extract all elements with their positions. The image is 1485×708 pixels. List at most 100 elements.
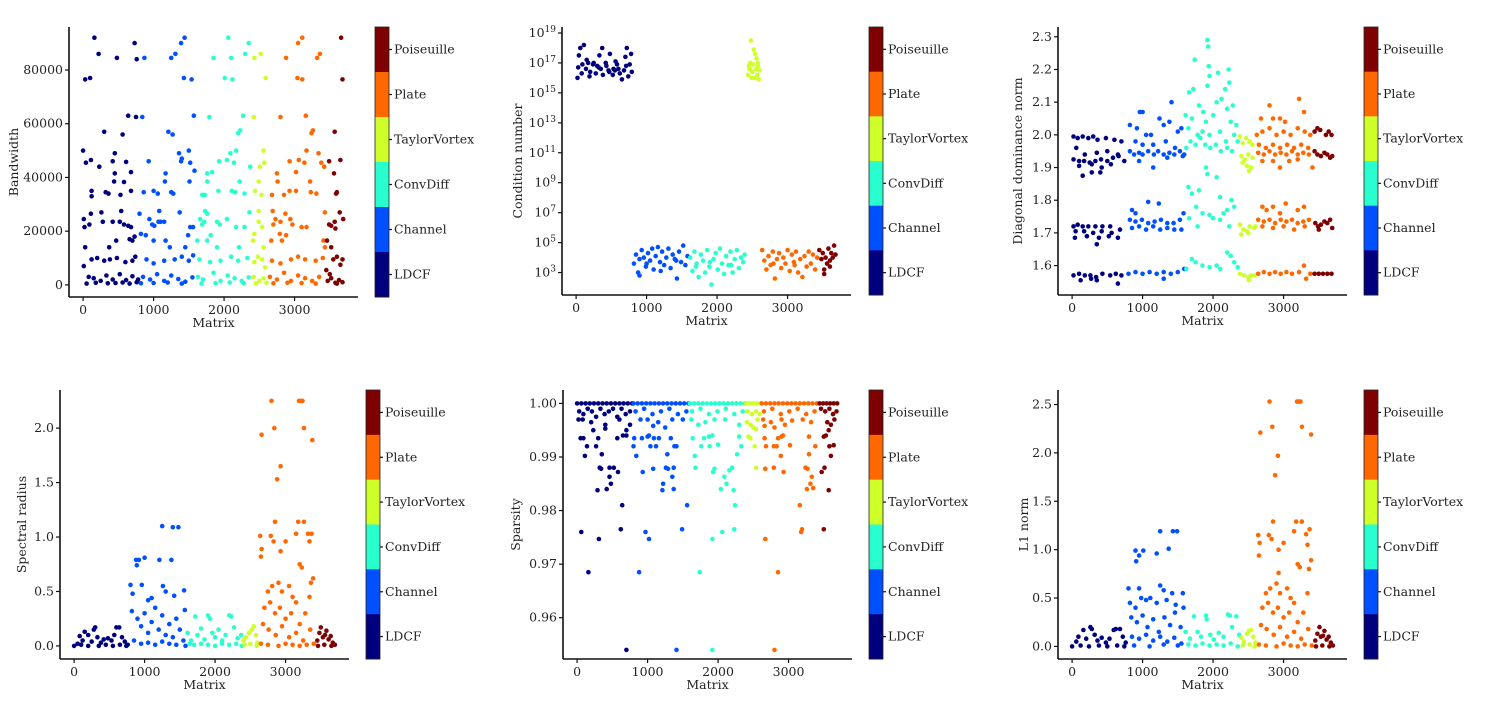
series-ldcf [71, 625, 130, 649]
data-point [183, 643, 188, 649]
data-point [151, 280, 156, 286]
data-point [1301, 610, 1306, 615]
data-point [104, 273, 109, 278]
y-tick-label: 0.96 [529, 610, 557, 625]
data-point [1237, 222, 1243, 227]
data-point [262, 160, 267, 165]
data-point [593, 71, 599, 76]
data-point [293, 531, 299, 537]
data-point [162, 179, 168, 184]
data-point [1075, 222, 1080, 227]
data-point [637, 273, 642, 278]
colorbar: PoiseuillePlateTaylorVortexConvDiffChann… [1363, 26, 1463, 296]
data-point [257, 533, 263, 539]
colorbar-segment-poiseuille [1364, 390, 1378, 436]
colorbar-label: Channel [888, 584, 941, 599]
data-point [607, 465, 612, 471]
data-point [710, 433, 715, 438]
data-point [1119, 273, 1124, 278]
data-point [1165, 639, 1170, 644]
data-point [1098, 157, 1104, 162]
data-point [211, 270, 216, 276]
data-point [1076, 158, 1082, 164]
data-point [700, 401, 705, 406]
colorbar-outline [868, 26, 884, 296]
data-point [281, 270, 287, 276]
colorbar-label: Plate [888, 449, 920, 464]
data-point [1224, 207, 1230, 213]
data-point [218, 258, 223, 264]
data-point [227, 280, 232, 285]
data-point [300, 35, 305, 40]
data-point [302, 160, 307, 165]
x-tick-label: 2000 [199, 664, 231, 679]
data-point [1167, 119, 1172, 125]
colorbar-segment-convdiff [1364, 161, 1378, 207]
data-point [106, 191, 111, 196]
data-point [152, 642, 158, 648]
y-tick-label: 1.5 [34, 475, 54, 490]
data-point [1164, 597, 1169, 603]
data-point [650, 411, 655, 417]
data-point [1081, 158, 1087, 164]
colorbar-segment-convdiff [869, 524, 883, 570]
data-point [138, 281, 144, 286]
data-point [71, 643, 77, 649]
y-axis-label: Sparsity [508, 497, 523, 550]
data-point [690, 268, 695, 274]
data-point [238, 632, 244, 638]
data-point [114, 55, 120, 61]
data-point [112, 151, 118, 156]
data-point [745, 72, 751, 78]
data-point [802, 253, 807, 259]
data-point [771, 261, 776, 266]
colorbar-segment-plate [375, 72, 389, 118]
data-point [1315, 152, 1320, 157]
data-point [831, 243, 837, 248]
data-point [322, 245, 328, 250]
data-point [731, 487, 736, 493]
data-point [328, 633, 334, 639]
data-point [144, 257, 149, 262]
x-tick-label: 3000 [773, 664, 805, 679]
data-point [1204, 617, 1209, 622]
data-point [789, 252, 795, 257]
data-point [264, 280, 269, 286]
data-point [89, 194, 94, 199]
colorbar-label: Poiseuille [394, 42, 455, 57]
data-point [1183, 629, 1188, 635]
data-point [581, 435, 586, 441]
data-point [327, 271, 333, 277]
data-point [1071, 134, 1076, 139]
data-point [670, 252, 675, 257]
data-point [1189, 191, 1195, 196]
data-point [1282, 119, 1288, 125]
data-point [757, 411, 762, 417]
data-point [1108, 162, 1114, 167]
data-point [701, 435, 707, 441]
data-point [300, 638, 306, 643]
data-point [749, 411, 755, 417]
data-point [752, 444, 757, 449]
data-point [81, 216, 87, 222]
data-point [580, 62, 585, 67]
data-point [186, 258, 192, 264]
data-point [1169, 99, 1174, 105]
data-point [336, 277, 342, 283]
data-point [195, 274, 201, 280]
y-tick-label: 1.6 [1032, 258, 1052, 273]
data-point [1156, 629, 1162, 635]
data-point [1200, 641, 1205, 646]
data-point [653, 253, 658, 259]
data-point [1082, 152, 1088, 157]
data-point [1078, 278, 1083, 283]
data-point [729, 401, 735, 406]
data-point [1289, 217, 1295, 223]
data-point [713, 401, 718, 406]
data-point [1305, 145, 1311, 151]
series-taylorvortex [1237, 134, 1258, 283]
x-tick-label: 3000 [279, 302, 311, 317]
data-point [767, 401, 773, 406]
data-point [763, 444, 769, 449]
data-point [623, 63, 629, 69]
